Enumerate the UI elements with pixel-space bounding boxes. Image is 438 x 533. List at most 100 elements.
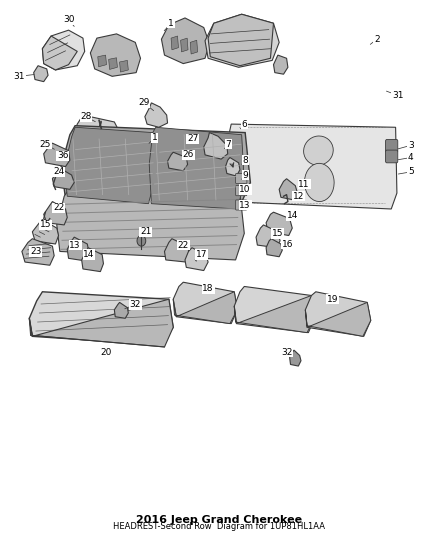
- Polygon shape: [64, 127, 156, 204]
- Polygon shape: [266, 239, 282, 257]
- Ellipse shape: [304, 136, 333, 165]
- Polygon shape: [81, 248, 103, 272]
- Text: 7: 7: [226, 140, 231, 149]
- Polygon shape: [228, 124, 397, 209]
- Circle shape: [137, 236, 146, 246]
- Polygon shape: [180, 38, 188, 52]
- Text: 13: 13: [240, 201, 251, 210]
- Polygon shape: [149, 127, 244, 209]
- Polygon shape: [109, 58, 117, 69]
- Text: 25: 25: [40, 140, 51, 149]
- Text: 16: 16: [282, 239, 293, 248]
- Polygon shape: [32, 220, 59, 244]
- Polygon shape: [120, 60, 128, 72]
- Polygon shape: [234, 286, 316, 333]
- Text: 3: 3: [408, 141, 414, 150]
- Text: 23: 23: [30, 247, 42, 256]
- Text: 32: 32: [130, 300, 141, 309]
- FancyBboxPatch shape: [236, 185, 247, 196]
- Text: 15: 15: [40, 221, 51, 229]
- Text: 8: 8: [242, 156, 248, 165]
- Polygon shape: [67, 237, 89, 261]
- Polygon shape: [290, 350, 301, 366]
- Polygon shape: [266, 212, 292, 236]
- Text: 10: 10: [240, 185, 251, 194]
- Polygon shape: [173, 292, 237, 324]
- FancyBboxPatch shape: [385, 140, 398, 152]
- Polygon shape: [256, 225, 280, 248]
- Polygon shape: [205, 14, 279, 67]
- Text: 15: 15: [272, 229, 284, 238]
- Polygon shape: [162, 18, 209, 63]
- Text: 5: 5: [408, 167, 414, 176]
- Polygon shape: [61, 126, 251, 209]
- Text: 2016 Jeep Grand Cherokee: 2016 Jeep Grand Cherokee: [136, 515, 302, 525]
- Text: HEADREST-Second Row  Diagram for 1UP81HL1AA: HEADREST-Second Row Diagram for 1UP81HL1…: [113, 522, 325, 531]
- Polygon shape: [171, 36, 178, 50]
- Text: 22: 22: [53, 204, 64, 213]
- Text: 31: 31: [14, 72, 25, 81]
- Text: 28: 28: [80, 112, 92, 121]
- FancyBboxPatch shape: [236, 200, 247, 210]
- Text: 6: 6: [241, 119, 247, 128]
- Text: 11: 11: [298, 180, 310, 189]
- Polygon shape: [234, 295, 316, 333]
- Polygon shape: [97, 131, 111, 142]
- Polygon shape: [145, 103, 168, 127]
- Text: 24: 24: [53, 167, 64, 176]
- Polygon shape: [190, 40, 198, 54]
- Text: 36: 36: [57, 151, 69, 160]
- Text: 13: 13: [69, 240, 81, 249]
- Polygon shape: [53, 168, 74, 189]
- Polygon shape: [279, 179, 297, 200]
- Text: 1: 1: [152, 133, 157, 142]
- Text: 27: 27: [187, 134, 198, 143]
- Text: 9: 9: [242, 171, 248, 180]
- Polygon shape: [226, 158, 240, 176]
- FancyBboxPatch shape: [385, 150, 398, 163]
- Text: 17: 17: [196, 250, 207, 259]
- Polygon shape: [34, 66, 48, 82]
- Text: 14: 14: [83, 250, 95, 259]
- Polygon shape: [42, 36, 77, 70]
- Text: 26: 26: [183, 150, 194, 159]
- Text: 30: 30: [63, 15, 74, 24]
- Text: 22: 22: [178, 240, 189, 249]
- Polygon shape: [97, 148, 111, 159]
- Polygon shape: [42, 30, 85, 70]
- Polygon shape: [273, 55, 288, 74]
- FancyBboxPatch shape: [236, 173, 247, 183]
- Text: 29: 29: [138, 99, 150, 107]
- Text: 2: 2: [374, 35, 380, 44]
- Polygon shape: [173, 282, 237, 324]
- Text: 18: 18: [202, 284, 214, 293]
- Polygon shape: [305, 292, 371, 336]
- Polygon shape: [90, 34, 141, 76]
- Text: 1: 1: [168, 19, 174, 28]
- Text: 21: 21: [140, 227, 152, 236]
- Polygon shape: [305, 302, 371, 336]
- Polygon shape: [204, 133, 228, 159]
- Polygon shape: [208, 14, 273, 66]
- Polygon shape: [165, 239, 189, 262]
- Polygon shape: [185, 248, 208, 271]
- Text: 19: 19: [327, 295, 338, 304]
- Text: 4: 4: [408, 153, 413, 162]
- Polygon shape: [44, 201, 67, 225]
- Polygon shape: [29, 299, 173, 347]
- Polygon shape: [80, 131, 95, 142]
- Text: 20: 20: [101, 348, 112, 357]
- Polygon shape: [44, 143, 70, 166]
- Polygon shape: [168, 152, 187, 171]
- Polygon shape: [72, 115, 122, 171]
- Text: 12: 12: [293, 192, 304, 201]
- Polygon shape: [80, 148, 95, 159]
- Polygon shape: [22, 239, 54, 265]
- Polygon shape: [114, 302, 128, 318]
- Polygon shape: [29, 292, 173, 345]
- Text: 14: 14: [286, 212, 298, 220]
- Text: 32: 32: [281, 348, 292, 357]
- Polygon shape: [98, 55, 106, 67]
- Text: 31: 31: [392, 91, 403, 100]
- Ellipse shape: [304, 163, 334, 201]
